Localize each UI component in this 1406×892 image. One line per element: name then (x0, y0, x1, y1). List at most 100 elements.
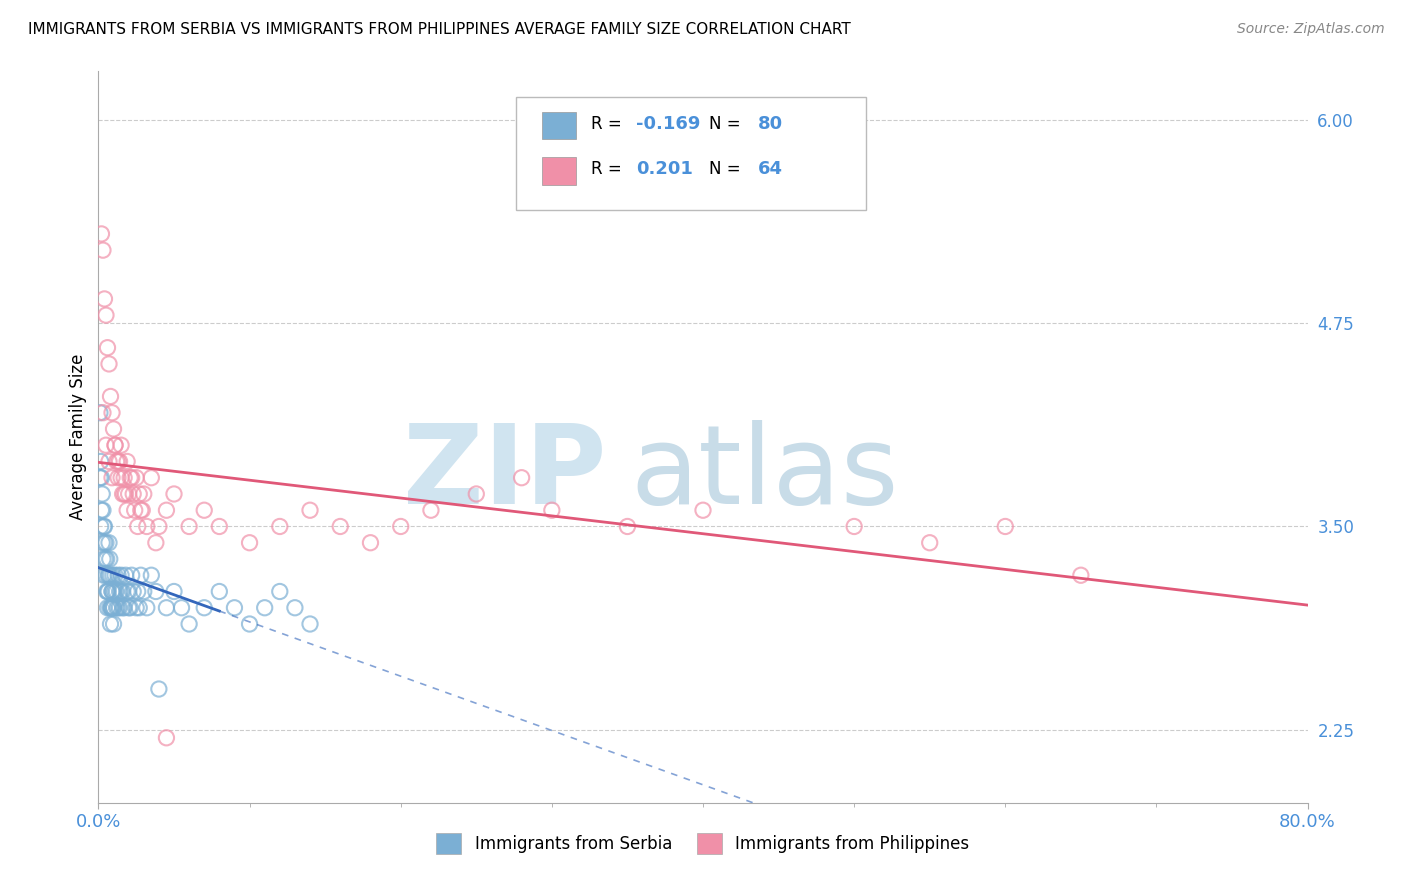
Text: Source: ZipAtlas.com: Source: ZipAtlas.com (1237, 22, 1385, 37)
Point (111, 584, 134, 599)
Point (129, 568, 152, 582)
Point (269, 584, 291, 599)
Point (125, 600, 148, 615)
Point (100, 389, 122, 403)
Point (329, 519, 352, 533)
Point (93, 568, 115, 582)
Point (101, 471, 124, 485)
Point (112, 471, 135, 485)
Text: ZIP: ZIP (404, 420, 606, 527)
Point (994, 519, 1017, 533)
Point (918, 535, 941, 549)
Point (101, 584, 124, 599)
Point (103, 600, 125, 615)
Point (224, 600, 246, 615)
Point (98, 454, 121, 468)
Point (179, 617, 201, 632)
Point (132, 584, 155, 599)
Point (112, 600, 135, 615)
Point (115, 584, 138, 599)
Point (89, 471, 111, 485)
Point (90, 227, 112, 241)
FancyBboxPatch shape (516, 97, 866, 211)
Point (103, 617, 125, 632)
Point (98, 357, 121, 371)
Point (114, 568, 136, 582)
Point (269, 519, 291, 533)
Point (105, 454, 128, 468)
Point (118, 487, 141, 501)
Point (360, 535, 382, 549)
Point (125, 471, 148, 485)
Point (100, 617, 122, 632)
Point (89, 406, 111, 420)
Point (108, 584, 131, 599)
Y-axis label: Average Family Size: Average Family Size (69, 354, 87, 520)
Point (122, 487, 145, 501)
Point (155, 503, 177, 517)
Point (121, 568, 143, 582)
Point (132, 487, 155, 501)
FancyBboxPatch shape (543, 112, 576, 139)
Point (540, 503, 562, 517)
Point (120, 471, 142, 485)
Point (111, 487, 134, 501)
Point (90, 471, 112, 485)
Text: atlas: atlas (630, 420, 898, 527)
Point (98, 552, 121, 566)
Point (118, 584, 141, 599)
Point (94, 438, 117, 452)
Point (93, 519, 115, 533)
Point (193, 600, 215, 615)
Point (97, 568, 120, 582)
Point (124, 503, 146, 517)
Point (96, 341, 118, 355)
Point (114, 487, 136, 501)
Text: 0.201: 0.201 (637, 161, 693, 178)
Point (127, 584, 149, 599)
Point (90, 454, 112, 468)
Point (170, 600, 193, 615)
Point (94, 568, 117, 582)
Point (163, 487, 186, 501)
Point (145, 535, 167, 549)
Text: 80: 80 (758, 115, 783, 133)
Point (101, 584, 124, 599)
Point (93, 535, 115, 549)
Point (128, 487, 150, 501)
Point (135, 600, 157, 615)
Point (155, 600, 177, 615)
Point (208, 584, 231, 599)
Point (239, 617, 262, 632)
Point (141, 568, 163, 582)
Point (90, 503, 112, 517)
Point (108, 600, 131, 615)
Point (115, 454, 138, 468)
Point (110, 471, 132, 485)
Point (299, 617, 322, 632)
Point (96, 552, 118, 566)
Point (97, 584, 120, 599)
Point (253, 600, 276, 615)
Point (91, 487, 114, 501)
Point (104, 568, 127, 582)
Legend: Immigrants from Serbia, Immigrants from Philippines: Immigrants from Serbia, Immigrants from … (430, 827, 976, 860)
Point (91, 503, 114, 517)
Text: 64: 64 (758, 161, 782, 178)
Point (284, 600, 307, 615)
Point (1070, 568, 1092, 582)
Point (94, 308, 117, 322)
Point (103, 600, 125, 615)
Point (127, 519, 149, 533)
Point (107, 568, 129, 582)
Point (96, 584, 118, 599)
Point (111, 600, 134, 615)
Point (128, 600, 150, 615)
Point (239, 535, 262, 549)
Point (101, 406, 124, 420)
Point (108, 454, 131, 468)
Point (110, 438, 132, 452)
Point (112, 487, 135, 501)
Text: N =: N = (709, 161, 747, 178)
Point (91, 535, 114, 549)
